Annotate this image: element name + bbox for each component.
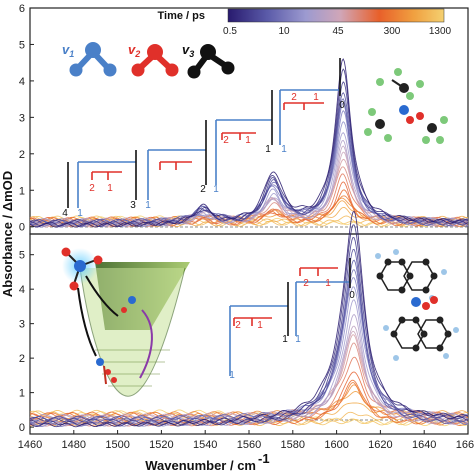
ladder-label: 1 bbox=[107, 183, 113, 194]
spectrum-trace bbox=[29, 210, 469, 428]
ladder-label: 1 bbox=[313, 92, 319, 103]
x-axis-label-superscript: -1 bbox=[258, 451, 270, 466]
molecule-cluster-bottom bbox=[375, 249, 459, 361]
ladder-label: 2 bbox=[235, 320, 241, 331]
y-axis-ticks: 0 1 2 3 4 5 6 0 1 2 3 4 5 bbox=[19, 3, 34, 434]
y-tick-label: 0 bbox=[19, 422, 25, 434]
ladder-label: 1 bbox=[281, 144, 287, 155]
x-tick-label: 1500 bbox=[105, 439, 129, 451]
mode-label-v1: v1 bbox=[62, 42, 74, 59]
x-tick-label: 1560 bbox=[237, 439, 261, 451]
y-tick-label: 4 bbox=[19, 76, 25, 88]
y-tick-label: 4 bbox=[19, 284, 25, 296]
spectrum-trace bbox=[29, 334, 469, 427]
ladder-label: 1 bbox=[325, 278, 331, 289]
ladder-label: 1 bbox=[282, 334, 288, 345]
mode-legend: v1 v2 v3 bbox=[62, 42, 235, 79]
mode-v2-icon bbox=[131, 44, 179, 77]
x-tick-label: 1520 bbox=[149, 439, 173, 451]
colorbar-title: Time / ps bbox=[158, 10, 205, 22]
x-tick-label: 1460 bbox=[18, 439, 42, 451]
top-spectra bbox=[29, 58, 469, 228]
ladder-label: 4 bbox=[62, 208, 68, 219]
y-tick-label: 1 bbox=[19, 388, 25, 400]
ladder-label: 1 bbox=[77, 208, 83, 219]
ladder-label: 1 bbox=[213, 184, 219, 195]
ladder-label: 0 bbox=[339, 100, 345, 111]
y-axis-label: Absorbance / ΔmOD bbox=[0, 171, 15, 297]
colorbar-tick: 1300 bbox=[429, 26, 452, 37]
potential-energy-inset bbox=[61, 247, 190, 397]
spectrum-trace bbox=[29, 236, 468, 426]
colorbar-tick: 45 bbox=[332, 26, 344, 37]
mode-v1-icon bbox=[69, 42, 117, 77]
y-tick-label: 2 bbox=[19, 353, 25, 365]
spectrum-trace bbox=[29, 259, 469, 425]
spectrum-trace bbox=[29, 139, 469, 225]
mode-label-v3: v3 bbox=[182, 42, 194, 59]
ladder-label: 1 bbox=[145, 200, 151, 211]
x-tick-label: 1640 bbox=[412, 439, 436, 451]
y-tick-label: 0 bbox=[19, 222, 25, 234]
y-tick-label: 3 bbox=[19, 319, 25, 331]
x-axis-ticks: 1460 1480 1500 1520 1540 1560 1580 1600 1620 1640… bbox=[18, 430, 474, 451]
ladder-label: 1 bbox=[265, 144, 271, 155]
y-tick-label: 1 bbox=[19, 185, 25, 197]
ladder-label: 0 bbox=[349, 290, 355, 301]
x-tick-label: 1620 bbox=[368, 439, 392, 451]
x-axis-label: Wavenumber / cm bbox=[145, 458, 256, 473]
colorbar-tick: 10 bbox=[278, 26, 290, 37]
bottom-transition-ladder: 2 11 12 101 bbox=[229, 258, 355, 381]
ladder-label: 1 bbox=[245, 135, 251, 146]
ladder-label: 1 bbox=[229, 370, 235, 381]
colorbar-tick: 300 bbox=[384, 26, 401, 37]
mode-label-v2: v2 bbox=[128, 42, 140, 59]
top-transition-ladder: 4 12 13 12 12 11 12 10 bbox=[62, 58, 345, 219]
x-tick-label: 1580 bbox=[281, 439, 305, 451]
ladder-label: 3 bbox=[130, 200, 136, 211]
spectrum-trace bbox=[29, 81, 468, 226]
x-tick-label: 1480 bbox=[62, 439, 86, 451]
spectrum-trace bbox=[29, 109, 469, 228]
spectrum-trace bbox=[29, 58, 469, 228]
ladder-label: 2 bbox=[223, 135, 229, 146]
spectrum-trace bbox=[29, 131, 469, 226]
ladder-label: 2 bbox=[89, 183, 95, 194]
colorbar-tick: 0.5 bbox=[223, 26, 237, 37]
ladder-label: 2 bbox=[303, 278, 309, 289]
y-tick-label: 5 bbox=[19, 39, 25, 51]
y-tick-label: 2 bbox=[19, 149, 25, 161]
ladder-label: 2 bbox=[291, 92, 297, 103]
y-tick-label: 6 bbox=[19, 3, 25, 15]
ladder-label: 2 bbox=[200, 184, 206, 195]
colorbar: Time / ps 0.5 10 45 300 1300 bbox=[158, 8, 452, 37]
ladder-label: 1 bbox=[257, 320, 263, 331]
top-panel-frame bbox=[29, 7, 469, 235]
spectrum-trace bbox=[29, 102, 469, 227]
spectrum-trace bbox=[29, 224, 469, 427]
mode-v3-icon bbox=[187, 44, 235, 79]
x-tick-label: 1600 bbox=[324, 439, 348, 451]
spectrum-trace bbox=[30, 68, 469, 227]
bottom-spectra bbox=[29, 210, 469, 428]
y-tick-label: 5 bbox=[19, 250, 25, 262]
ladder-label: 1 bbox=[295, 334, 301, 345]
colorbar-gradient bbox=[227, 8, 445, 23]
y-tick-label: 3 bbox=[19, 112, 25, 124]
x-tick-label: 1540 bbox=[193, 439, 217, 451]
molecule-cluster-top bbox=[364, 68, 448, 144]
